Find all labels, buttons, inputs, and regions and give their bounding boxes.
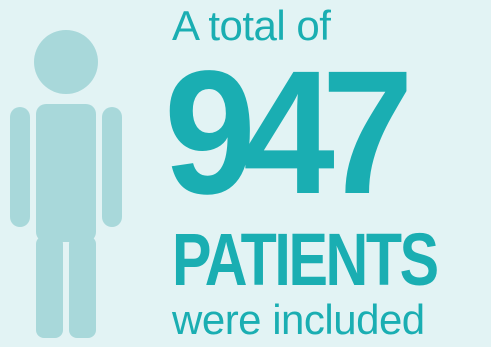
person-arm-right [102,107,122,227]
patient-count-text: A total of 947 PATIENTS were included [164,0,491,347]
patient-count-number: 947 [164,35,414,231]
outro-text: were included [172,296,425,343]
person-icon [10,30,122,338]
person-shape [10,30,122,338]
patients-label: PATIENTS [172,218,439,301]
person-head [34,30,98,94]
intro-text: A total of [172,2,331,49]
person-leg-right [69,236,96,338]
person-torso [36,104,96,242]
person-arm-left [10,107,30,227]
person-leg-left [36,236,63,338]
